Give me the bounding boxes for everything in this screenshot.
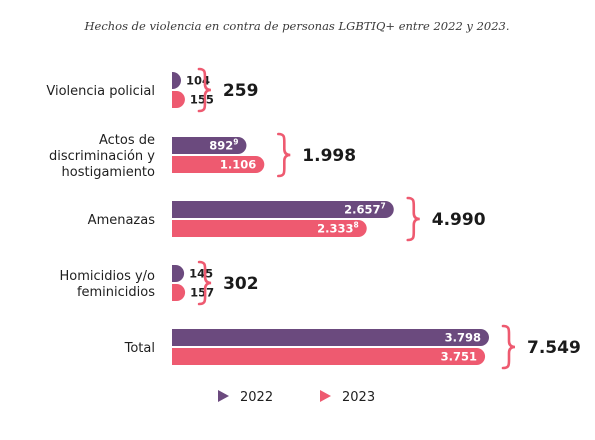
bar-2023 — [172, 91, 185, 108]
category-label: Amenazas — [88, 213, 156, 228]
category-label-line: hostigamiento — [62, 165, 156, 180]
bar-group: Amenazas 2.6577 2.3338 4.990 — [88, 196, 486, 242]
category-label: Actos de discriminación y hostigamiento — [49, 133, 155, 180]
value-label-number: 104 — [186, 74, 210, 88]
bar-group: Actos de discriminación y hostigamiento 892… — [49, 132, 356, 180]
legend-item-2022: 2022 — [218, 390, 273, 405]
value-label-number: 3.751 — [441, 350, 477, 364]
value-label-number: 157 — [190, 286, 214, 300]
bar-2022 — [172, 72, 181, 89]
legend-marker — [320, 390, 331, 402]
value-label: 145 — [189, 267, 213, 281]
category-label-line: Homicidios y/o — [59, 269, 155, 284]
legend-marker — [218, 390, 229, 402]
value-label-footnote: 9 — [233, 138, 238, 147]
bar-group: Total 3.798 3.751 7.549 — [124, 324, 581, 370]
total-label: 7.549 — [527, 338, 581, 358]
legend-label: 2022 — [240, 390, 273, 405]
total-label: 1.998 — [302, 146, 356, 166]
total-brace — [197, 67, 212, 113]
total-brace — [501, 324, 516, 370]
bar-2023 — [172, 220, 367, 237]
value-label-number: 2.657 — [344, 203, 380, 217]
value-label: 155 — [190, 93, 214, 107]
value-label: 2.6577 — [344, 202, 386, 217]
category-label-line: Actos de — [99, 133, 155, 148]
value-label-footnote: 8 — [354, 221, 359, 230]
chart-title: Hechos de violencia en contra de persona… — [83, 19, 509, 33]
total-brace — [197, 260, 212, 306]
bar-2023 — [172, 156, 265, 173]
value-label: 3.751 — [441, 350, 477, 364]
value-label: 104 — [186, 74, 210, 88]
legend-label: 2023 — [342, 390, 375, 405]
legend: 2022 2023 — [218, 390, 375, 405]
total-brace — [406, 196, 420, 242]
category-label-line: feminicidios — [77, 285, 155, 300]
legend-item-2023: 2023 — [320, 390, 375, 405]
value-label-number: 2.333 — [317, 222, 353, 236]
bar-2022 — [172, 265, 185, 282]
category-label-line: Violencia policial — [46, 84, 155, 99]
value-label-footnote: 7 — [381, 202, 386, 211]
value-label: 1.106 — [220, 158, 256, 172]
total-label: 259 — [223, 81, 259, 101]
total-label: 302 — [223, 274, 259, 294]
category-label-line: Total — [124, 341, 155, 356]
value-label: 3.798 — [445, 331, 481, 345]
bar-2023 — [172, 348, 486, 365]
value-label-number: 892 — [209, 139, 233, 153]
bar-2022 — [172, 137, 247, 154]
bar-2022 — [172, 201, 394, 218]
value-label: 8929 — [209, 138, 238, 153]
bar-group: Homicidios y/o feminicidios 145 157 302 — [59, 260, 259, 306]
category-label-line: Amenazas — [88, 213, 156, 228]
category-label: Total — [124, 341, 155, 356]
bar-2023 — [172, 284, 186, 301]
category-label-line: discriminación y — [49, 149, 155, 164]
category-label: Homicidios y/o feminicidios — [59, 269, 155, 300]
total-label: 4.990 — [432, 210, 486, 230]
value-label-number: 3.798 — [445, 331, 481, 345]
total-brace — [277, 132, 291, 178]
value-label-number: 145 — [189, 267, 213, 281]
value-label-number: 1.106 — [220, 158, 256, 172]
bar-2022 — [172, 329, 489, 346]
value-label: 2.3338 — [317, 221, 359, 236]
bar-group: Violencia policial 104 155 259 — [46, 67, 259, 113]
category-label: Violencia policial — [46, 84, 155, 99]
plot-area: Violencia policial 104 155 259 Actos de discr… — [46, 67, 581, 370]
value-label-number: 155 — [190, 93, 214, 107]
value-label: 157 — [190, 286, 214, 300]
